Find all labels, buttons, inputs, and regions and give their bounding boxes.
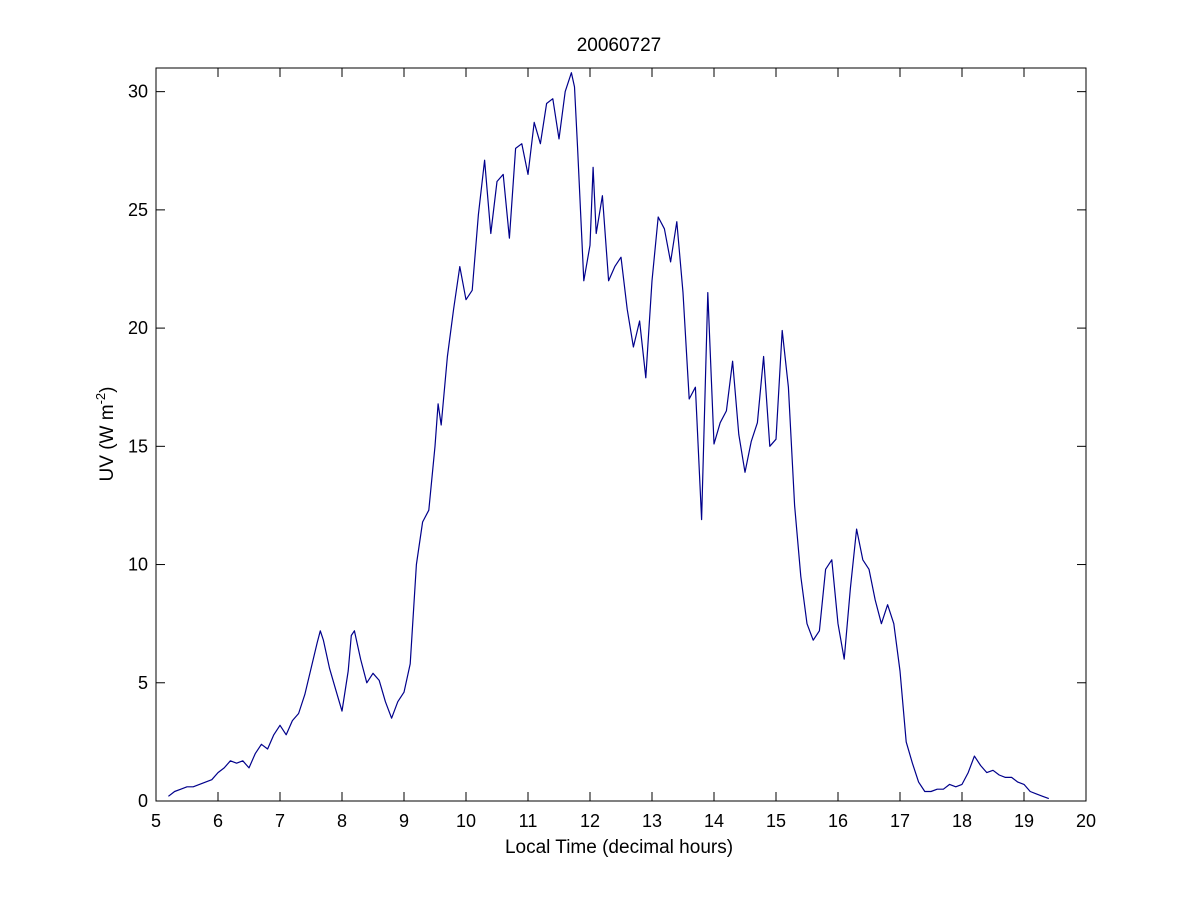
chart-title: 20060727 — [577, 35, 662, 56]
x-tick-label: 20 — [1076, 811, 1096, 831]
uv-series-line — [168, 72, 1050, 800]
y-tick-label: 25 — [128, 200, 148, 220]
x-tick-label: 19 — [1014, 811, 1034, 831]
x-tick-label: 18 — [952, 811, 972, 831]
x-tick-label: 8 — [337, 811, 347, 831]
x-tick-label: 16 — [828, 811, 848, 831]
y-axis-label: UV (W m-2) — [93, 387, 118, 482]
y-axis-label-superscript: -2 — [93, 393, 108, 405]
x-tick-label: 10 — [456, 811, 476, 831]
plot-area-frame — [155, 67, 1087, 802]
y-tick-label: 0 — [138, 791, 148, 811]
y-tick-label: 15 — [128, 436, 148, 456]
y-axis-label-close: ) — [97, 387, 118, 393]
y-axis-label-main: UV (W m — [97, 404, 118, 481]
y-tick-label: 5 — [138, 673, 148, 693]
x-axis-ticks: 5 6 7 8 9 10 11 12 13 14 15 16 17 18 19 20 — [151, 68, 1096, 831]
y-axis-ticks: 0 5 10 15 20 25 30 — [128, 82, 1086, 811]
x-tick-label: 9 — [399, 811, 409, 831]
x-tick-label: 7 — [275, 811, 285, 831]
x-tick-label: 11 — [519, 811, 538, 831]
y-tick-label: 20 — [128, 318, 148, 338]
x-tick-label: 5 — [151, 811, 161, 831]
y-tick-label: 30 — [128, 82, 148, 102]
x-tick-label: 14 — [704, 811, 724, 831]
x-axis-label: Local Time (decimal hours) — [505, 837, 733, 858]
x-tick-label: 13 — [642, 811, 662, 831]
x-tick-label: 6 — [213, 811, 223, 831]
x-tick-label: 12 — [580, 811, 600, 831]
x-tick-label: 17 — [890, 811, 910, 831]
y-tick-label: 10 — [128, 555, 148, 575]
x-tick-label: 15 — [766, 811, 786, 831]
